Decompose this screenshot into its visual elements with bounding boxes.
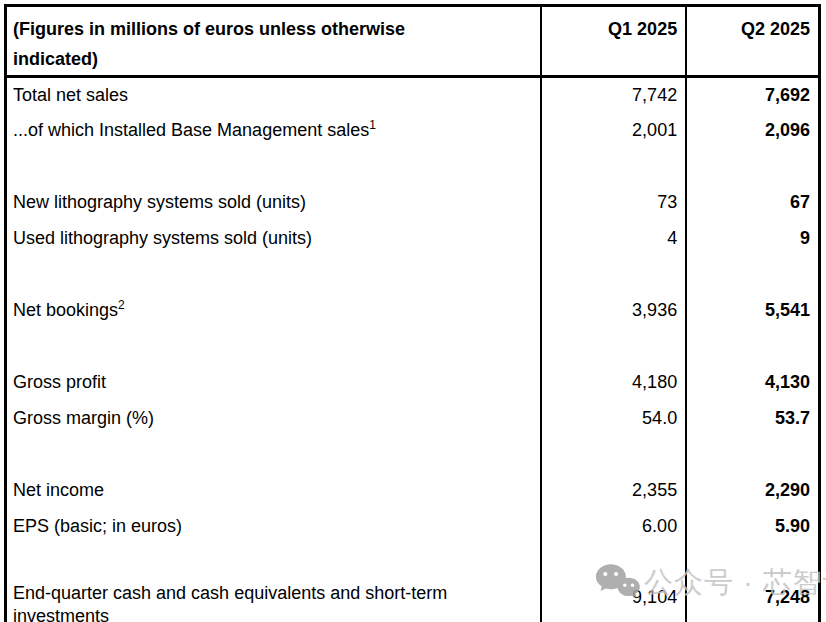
q1-value: [541, 329, 686, 365]
row-label: EPS (basic; in euros): [13, 516, 182, 536]
q1-value: 9,104: [541, 581, 686, 622]
q2-value: [686, 149, 819, 185]
q1-value: 3,936: [541, 293, 686, 329]
row-label: Total net sales: [13, 85, 128, 105]
spacer-row: [6, 149, 820, 185]
table-row: End-quarter cash and cash equivalents an…: [6, 581, 820, 622]
q1-value: 7,742: [541, 77, 686, 113]
table-row: EPS (basic; in euros) 6.00 5.90: [6, 509, 820, 545]
q2-value: 67: [686, 185, 819, 221]
q1-value: 2,355: [541, 473, 686, 509]
q2-value: [686, 437, 819, 473]
row-label: Gross profit: [13, 372, 106, 392]
q1-value: 73: [541, 185, 686, 221]
row-label: ...of which Installed Base Management sa…: [13, 120, 369, 140]
table-row: Net bookings2 3,936 5,541: [6, 293, 820, 329]
row-label: Used lithography systems sold (units): [13, 228, 312, 248]
q2-value: 2,290: [686, 473, 819, 509]
column-header-q2-2025: Q2 2025: [686, 6, 819, 77]
table-row: Gross margin (%) 54.0 53.7: [6, 401, 820, 437]
table-row: New lithography systems sold (units) 73 …: [6, 185, 820, 221]
row-label: New lithography systems sold (units): [13, 192, 306, 212]
q2-value: 9: [686, 221, 819, 257]
q2-value: [686, 545, 819, 581]
table-row: ...of which Installed Base Management sa…: [6, 113, 820, 149]
q2-value: [686, 329, 819, 365]
row-label: End-quarter cash and cash equivalents an…: [13, 583, 447, 622]
column-header-q1-2025: Q1 2025: [541, 6, 686, 77]
q2-value: 5,541: [686, 293, 819, 329]
table-row: Gross profit 4,180 4,130: [6, 365, 820, 401]
q1-value: [541, 437, 686, 473]
spacer-row: [6, 545, 820, 581]
row-label: Gross margin (%): [13, 408, 154, 428]
q1-value: [541, 257, 686, 293]
q1-value: [541, 545, 686, 581]
table-row: Used lithography systems sold (units) 4 …: [6, 221, 820, 257]
q1-value: 2,001: [541, 113, 686, 149]
table-header-row: (Figures in millions of euros unless oth…: [6, 6, 820, 77]
q2-value: 4,130: [686, 365, 819, 401]
q2-value: 5.90: [686, 509, 819, 545]
q2-value: 7,248: [686, 581, 819, 622]
q1-value: 54.0: [541, 401, 686, 437]
q2-value: 53.7: [686, 401, 819, 437]
q2-value: 2,096: [686, 113, 819, 149]
footnote-marker: 2: [118, 298, 125, 312]
q1-value: [541, 149, 686, 185]
q1-value: 6.00: [541, 509, 686, 545]
financial-results-table: (Figures in millions of euros unless oth…: [4, 4, 821, 622]
q1-value: 4,180: [541, 365, 686, 401]
q2-value: [686, 257, 819, 293]
spacer-row: [6, 437, 820, 473]
row-label: Net bookings: [13, 300, 118, 320]
footnote-marker: 1: [369, 118, 376, 132]
q2-value: 7,692: [686, 77, 819, 113]
q1-value: 4: [541, 221, 686, 257]
spacer-row: [6, 329, 820, 365]
spacer-row: [6, 257, 820, 293]
table-caption: (Figures in millions of euros unless oth…: [6, 6, 541, 77]
table-row: Net income 2,355 2,290: [6, 473, 820, 509]
table-row: Total net sales 7,742 7,692: [6, 77, 820, 113]
row-label: Net income: [13, 480, 104, 500]
page: (Figures in millions of euros unless oth…: [0, 0, 826, 622]
